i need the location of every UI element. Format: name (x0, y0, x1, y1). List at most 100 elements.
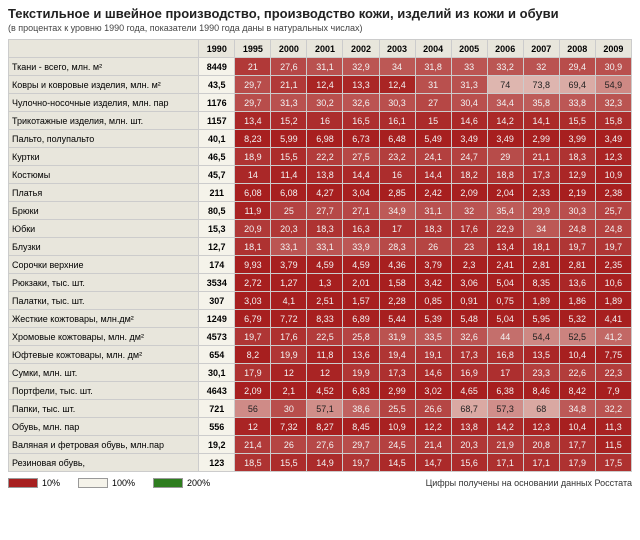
data-cell: 2,81 (559, 256, 595, 274)
year-header: 2008 (559, 40, 595, 58)
data-cell: 31,8 (415, 58, 451, 76)
data-cell: 29,7 (235, 76, 271, 94)
table-row: Резиновая обувь,12318,515,514,919,714,51… (9, 454, 632, 472)
data-cell: 31 (415, 76, 451, 94)
data-cell: 12,4 (379, 76, 415, 94)
base-value: 556 (199, 418, 235, 436)
data-cell: 8,35 (523, 274, 559, 292)
data-cell: 5,49 (415, 130, 451, 148)
data-cell: 29,4 (559, 58, 595, 76)
data-cell: 35,8 (523, 94, 559, 112)
legend-label-mid: 100% (112, 478, 135, 488)
data-cell: 73,8 (523, 76, 559, 94)
data-cell: 32,6 (343, 94, 379, 112)
data-cell: 17,6 (271, 328, 307, 346)
data-cell: 16,9 (451, 364, 487, 382)
data-cell: 3,79 (415, 256, 451, 274)
data-cell: 11,5 (595, 436, 631, 454)
data-cell: 14,6 (415, 364, 451, 382)
data-cell: 2,3 (451, 256, 487, 274)
data-cell: 0,85 (415, 292, 451, 310)
data-cell: 57,3 (487, 400, 523, 418)
base-value: 654 (199, 346, 235, 364)
data-cell: 24,8 (559, 220, 595, 238)
data-cell: 2,09 (235, 382, 271, 400)
year-header: 2003 (379, 40, 415, 58)
page-subtitle: (в процентах к уровню 1990 года, показат… (8, 23, 632, 33)
data-cell: 32,3 (595, 94, 631, 112)
base-value: 80,5 (199, 202, 235, 220)
data-cell: 2,85 (379, 184, 415, 202)
data-cell: 38,6 (343, 400, 379, 418)
data-cell: 32,6 (451, 328, 487, 346)
table-row: Сорочки верхние1749,933,794,594,594,363,… (9, 256, 632, 274)
data-cell: 30,2 (307, 94, 343, 112)
data-cell: 22,5 (307, 328, 343, 346)
row-label: Костюмы (9, 166, 199, 184)
data-cell: 3,99 (559, 130, 595, 148)
data-cell: 27,6 (271, 58, 307, 76)
data-cell: 23 (451, 238, 487, 256)
data-cell: 17,7 (559, 436, 595, 454)
data-cell: 23,2 (379, 148, 415, 166)
data-cell: 21,4 (235, 436, 271, 454)
data-cell: 17,1 (487, 454, 523, 472)
data-cell: 2,1 (271, 382, 307, 400)
data-cell: 2,19 (559, 184, 595, 202)
data-cell: 30,4 (451, 94, 487, 112)
data-cell: 19,7 (235, 328, 271, 346)
row-label: Сорочки верхние (9, 256, 199, 274)
data-cell: 5,95 (523, 310, 559, 328)
data-cell: 34,4 (487, 94, 523, 112)
data-cell: 19,9 (343, 364, 379, 382)
data-cell: 54,4 (523, 328, 559, 346)
data-cell: 14,6 (451, 112, 487, 130)
data-cell: 33,8 (559, 94, 595, 112)
data-cell: 8,42 (559, 382, 595, 400)
data-cell: 2,09 (451, 184, 487, 202)
data-cell: 24,7 (451, 148, 487, 166)
data-cell: 14,9 (307, 454, 343, 472)
data-cell: 14,1 (523, 112, 559, 130)
data-cell: 30,9 (595, 58, 631, 76)
row-label: Обувь, млн. пар (9, 418, 199, 436)
data-cell: 2,33 (523, 184, 559, 202)
legend-label-high: 200% (187, 478, 210, 488)
table-row: Ткани - всего, млн. м²84492127,631,132,9… (9, 58, 632, 76)
data-cell: 19,7 (343, 454, 379, 472)
legend: 10% 100% 200% Цифры получены на основани… (8, 478, 632, 488)
data-cell: 6,08 (271, 184, 307, 202)
data-cell: 25 (271, 202, 307, 220)
data-cell: 24,8 (595, 220, 631, 238)
data-cell: 13,3 (343, 76, 379, 94)
data-cell: 29,7 (343, 436, 379, 454)
row-label: Палатки, тыс. шт. (9, 292, 199, 310)
data-cell: 17,3 (523, 166, 559, 184)
data-cell: 74 (487, 76, 523, 94)
year-header: 2006 (487, 40, 523, 58)
data-cell: 30,3 (559, 202, 595, 220)
data-cell: 7,72 (271, 310, 307, 328)
data-cell: 14 (235, 166, 271, 184)
table-row: Юфтевые кожтовары, млн. дм²6548,219,911,… (9, 346, 632, 364)
base-value: 1249 (199, 310, 235, 328)
row-label: Сумки, млн. шт. (9, 364, 199, 382)
data-cell: 10,9 (379, 418, 415, 436)
data-cell: 35,4 (487, 202, 523, 220)
data-cell: 24,5 (379, 436, 415, 454)
table-row: Костюмы45,71411,413,814,41614,418,218,81… (9, 166, 632, 184)
data-cell: 1,3 (307, 274, 343, 292)
data-cell: 16,3 (343, 220, 379, 238)
year-header: 2004 (415, 40, 451, 58)
base-value: 8449 (199, 58, 235, 76)
data-table: 1990199520002001200220032004200520062007… (8, 39, 632, 472)
data-cell: 4,41 (595, 310, 631, 328)
data-cell: 4,65 (451, 382, 487, 400)
data-cell: 1,89 (523, 292, 559, 310)
data-cell: 15,6 (451, 454, 487, 472)
data-cell: 34,8 (559, 400, 595, 418)
base-value: 15,3 (199, 220, 235, 238)
row-label: Юфтевые кожтовары, млн. дм² (9, 346, 199, 364)
data-cell: 12,3 (523, 418, 559, 436)
table-row: Жесткие кожтовары, млн.дм²12496,797,728,… (9, 310, 632, 328)
